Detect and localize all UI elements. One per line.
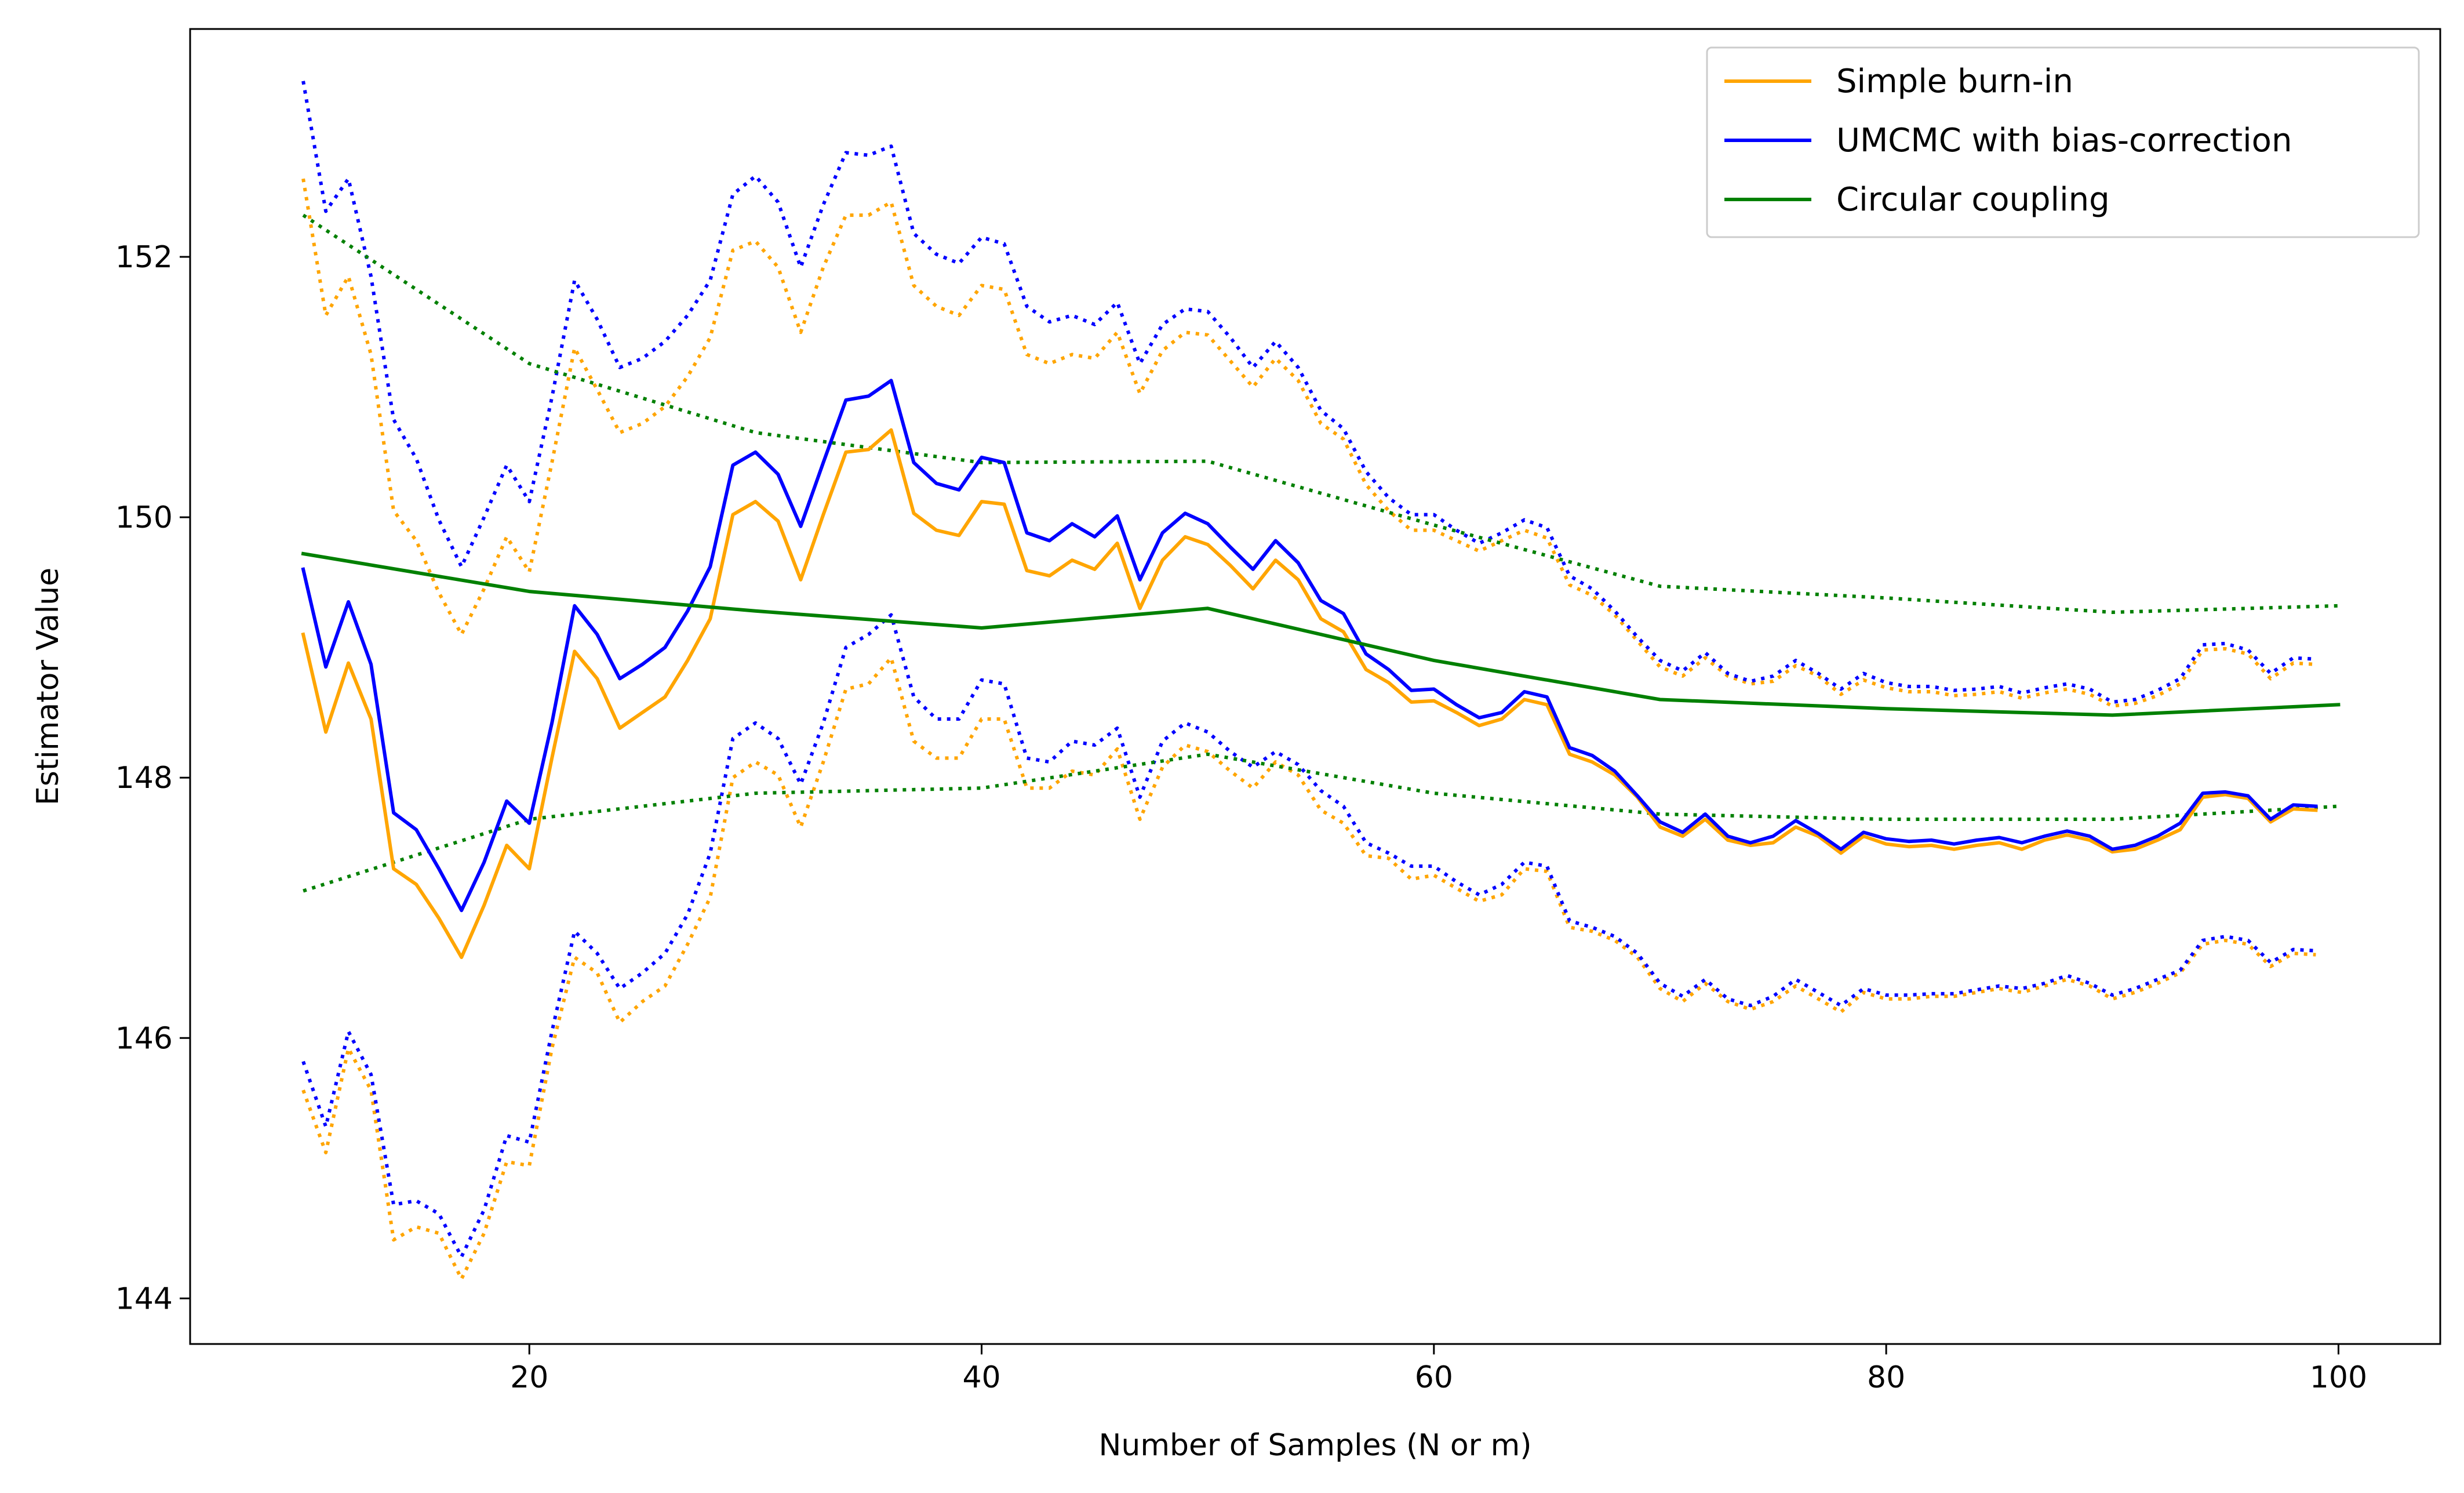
y-tick-label-148: 148 — [115, 761, 173, 795]
y-tick-label-144: 144 — [115, 1281, 173, 1316]
series-line-band-7 — [302, 213, 2339, 614]
series-line-umcmc-with-bias-correction — [301, 379, 2318, 913]
x-tick-label-60: 60 — [1415, 1360, 1453, 1395]
y-axis: 144 146 148 150 152 — [115, 240, 190, 1316]
series-line-band-3 — [301, 178, 2316, 708]
series-line-band-4 — [301, 81, 2316, 704]
y-tick-label-146: 146 — [115, 1021, 173, 1056]
x-axis: 20 40 60 80 100 — [510, 1344, 2367, 1395]
plot-frame — [189, 28, 2441, 1345]
legend-box — [1706, 46, 2420, 238]
legend: Simple burn-in UMCMC with bias-correctio… — [1706, 46, 2420, 238]
series-line-band-6 — [301, 613, 2316, 1259]
x-tick-label-100: 100 — [2310, 1360, 2367, 1395]
legend-item-simple-burn-in: Simple burn-in — [1724, 63, 2073, 100]
x-tick-label-40: 40 — [962, 1360, 1000, 1395]
y-tick-label-150: 150 — [115, 500, 173, 535]
x-tick-label-20: 20 — [510, 1360, 548, 1395]
legend-item-umcmc-with-bias-correction: UMCMC with bias-correction — [1724, 122, 2292, 159]
y-tick-label-152: 152 — [115, 240, 173, 275]
x-tick-label-80: 80 — [1867, 1360, 1905, 1395]
legend-label-circular-coupling: Circular coupling — [1836, 181, 2110, 219]
legend-label-simple-burn-in: Simple burn-in — [1836, 63, 2073, 100]
series-layer — [301, 81, 2341, 1281]
x-axis-label: Number of Samples (N or m) — [1098, 1428, 1531, 1463]
y-axis-label: Estimator Value — [31, 568, 65, 805]
legend-label-umcmc-with-bias-correction: UMCMC with bias-correction — [1836, 122, 2292, 159]
series-line-simple-burn-in — [301, 428, 2318, 960]
legend-item-circular-coupling: Circular coupling — [1724, 181, 2110, 219]
series-line-circular-coupling — [301, 551, 2341, 717]
